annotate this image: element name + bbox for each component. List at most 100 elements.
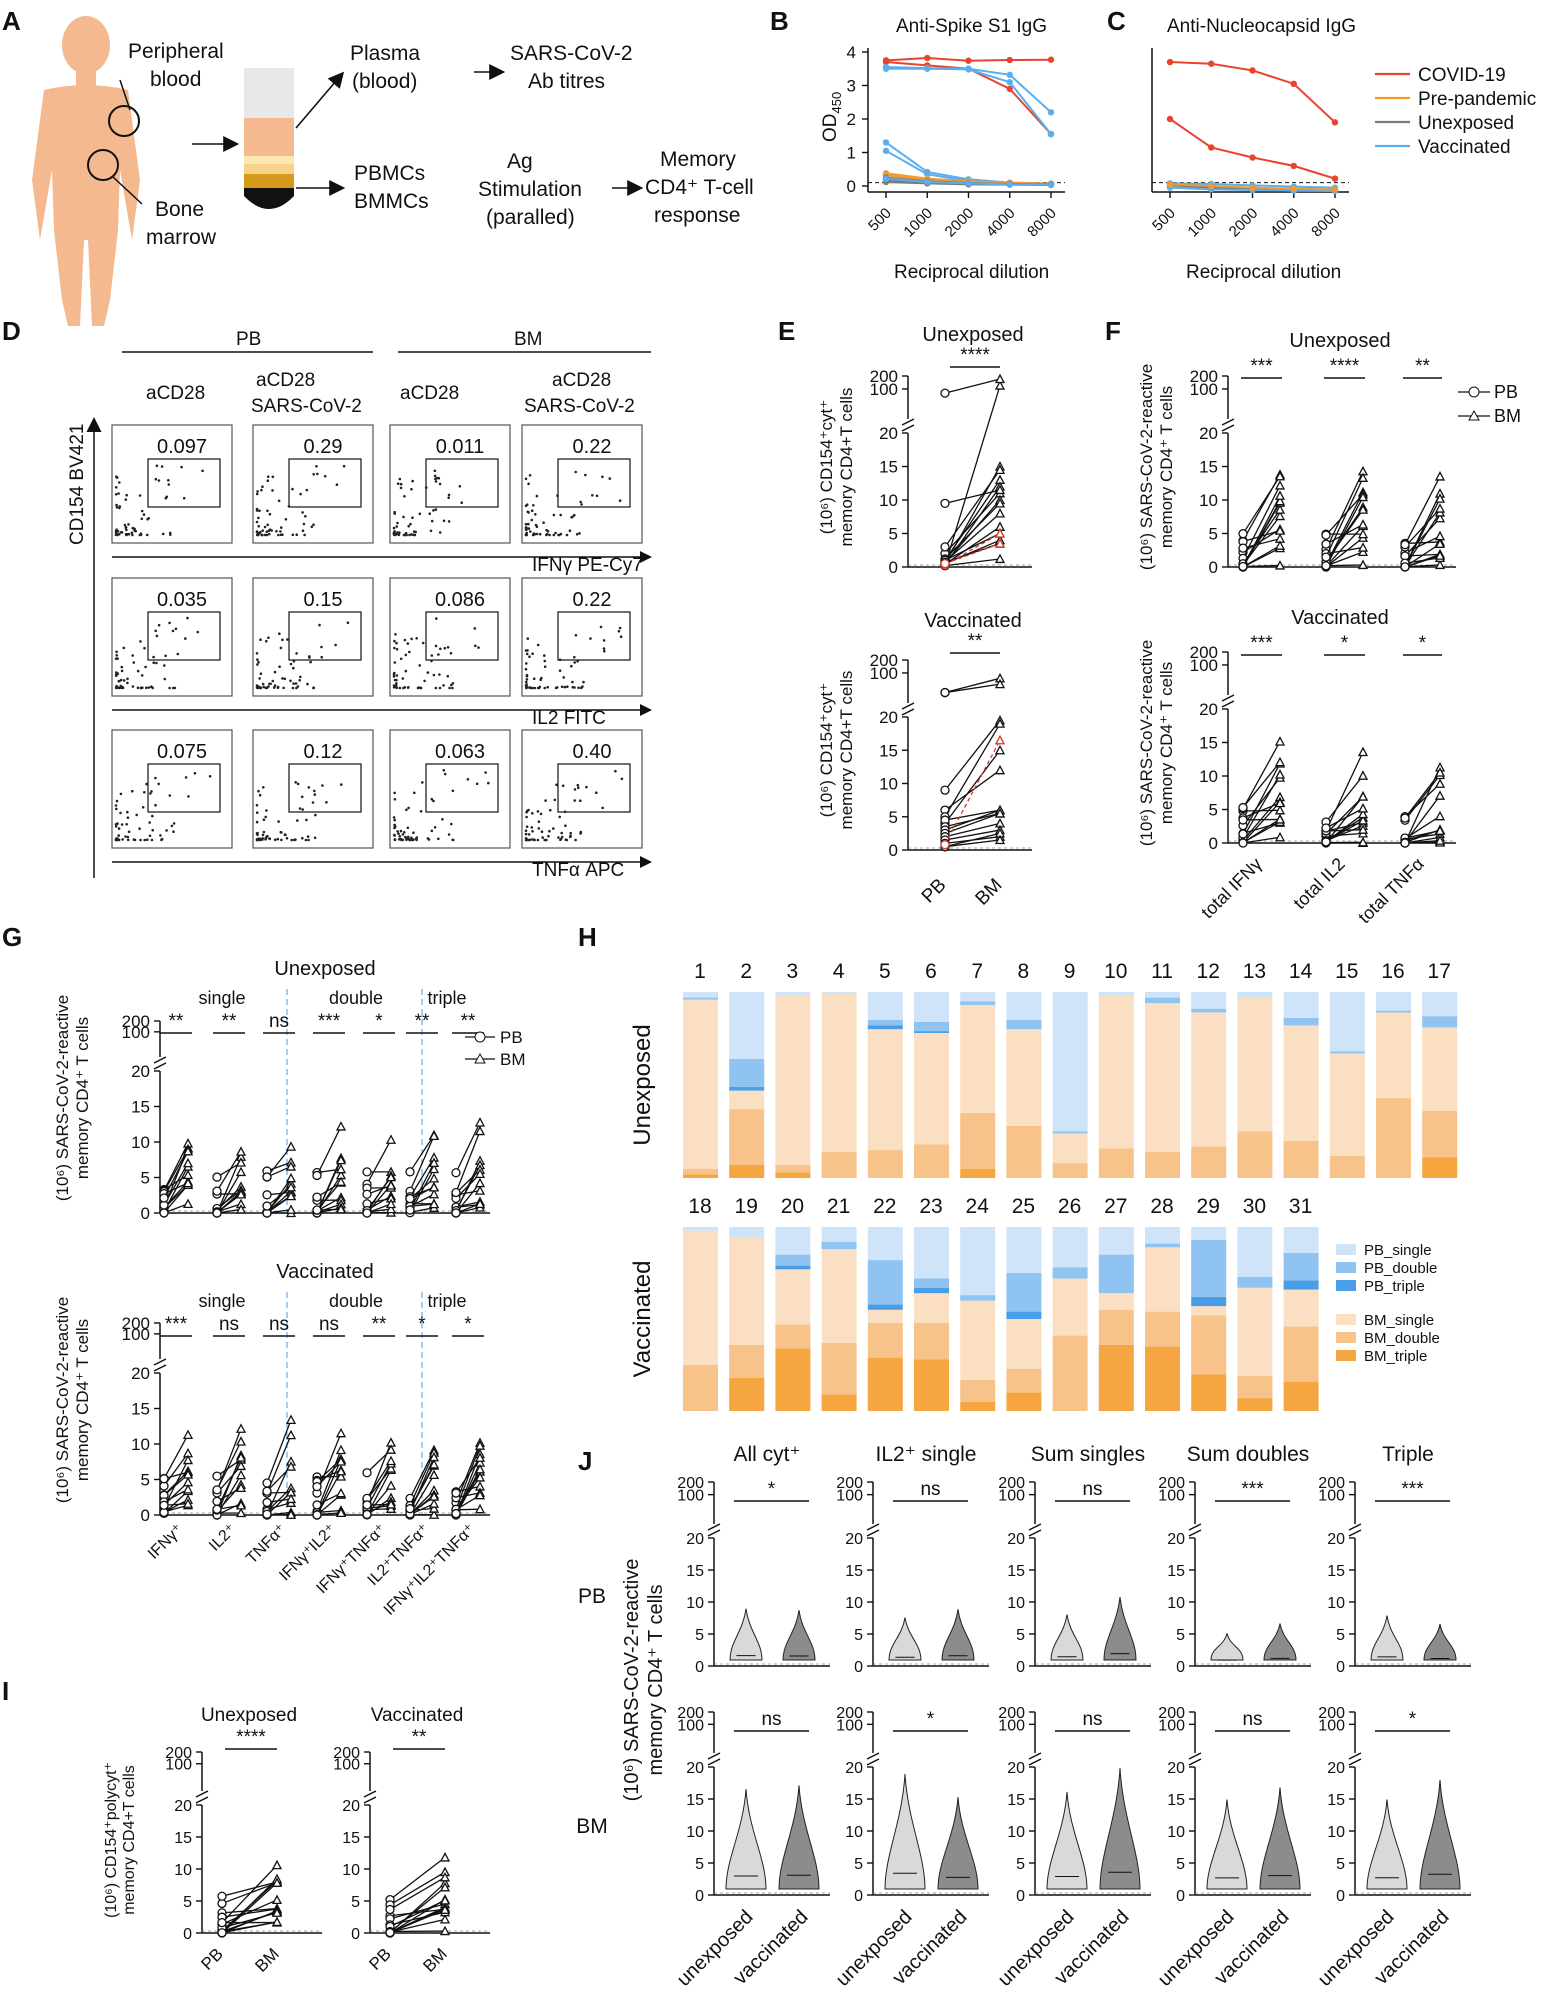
y-tick-label: 0 [854,1888,863,1905]
bm-point [428,1188,440,1199]
y-tick-label: 5 [1336,1627,1345,1644]
bm-point [235,1423,247,1433]
data-point [1166,58,1174,66]
significance-label: *** [1250,356,1273,377]
significance-label: ** [169,1011,184,1032]
bm-point [235,1452,247,1462]
bar-segment [729,1238,765,1345]
event-dot [418,512,422,516]
violin-shape [884,1773,926,1890]
y-axis-label: (10⁶) SARS-CoV-2-reactive [53,1297,72,1503]
event-dot [116,672,120,675]
event-dot [392,675,396,678]
pb-point [1321,561,1331,571]
bm-point [235,1146,247,1156]
pair-line [409,1457,435,1513]
event-dot [261,529,265,532]
panel-c: C Anti-Nucleocapsid IgG 500 1000 2000 4000 8… [1107,6,1536,283]
event-dot [442,769,446,772]
event-dot [393,678,397,682]
group-label: double [329,988,383,1008]
event-dot [561,784,565,788]
chart-j: All cyt⁺ IL2⁺ single Sum singles Sum double… [576,1443,1471,1991]
event-dot [439,647,442,651]
y-tick-label: 15 [686,1563,704,1580]
y-tick-label: 15 [1199,458,1218,477]
bm-point [385,1444,397,1454]
event-dot [399,657,403,661]
event-dot [426,837,430,840]
y-axis-label: (10⁶) SARS-CoV-2-reactive [1137,640,1156,846]
violin-shape [1046,1791,1088,1890]
pair-line [216,1171,242,1214]
event-dot [577,686,580,690]
event-dot [320,645,323,649]
event-dot [404,653,408,657]
y-tick-label: 15 [845,1792,863,1809]
event-dot [302,522,306,526]
pair-line [1242,822,1281,835]
group-label: single [198,1291,245,1311]
bar-segment [914,992,949,1022]
event-dot [125,823,128,826]
event-dot [117,834,120,837]
pair-line [366,1176,392,1212]
event-dot [435,617,438,620]
pair-line [1325,829,1364,832]
bm-point [1357,472,1369,482]
bar-segment [914,1144,949,1178]
event-dot [305,818,308,822]
pair-line [944,809,1001,831]
event-dot [525,662,528,665]
y-tick-label: 200 [870,651,898,670]
y-tick-label: 20 [686,1531,704,1548]
subpanel-title: Unexposed [1289,330,1390,352]
bm-point [1274,504,1286,514]
pb-point [312,1510,322,1520]
event-dot [579,830,583,834]
event-dot [155,661,158,665]
y-tick-label: 20 [879,708,898,727]
pb-point [451,1168,461,1178]
event-dot [139,640,142,643]
bm-point [385,1455,397,1466]
y-axis-label: memory CD4⁺ T cells [73,1319,92,1481]
bm-point [474,1472,486,1482]
x-tick-label: 500 [1149,205,1179,235]
subpanel-title: Vaccinated [371,1705,464,1726]
panel-label-b: B [770,6,789,36]
event-dot [164,496,168,500]
bm-point [1357,808,1369,819]
event-dot [141,806,145,809]
event-dot [535,532,539,536]
legend-swatch [1336,1262,1356,1273]
bar-segment [729,1086,765,1091]
bar-segment [960,1112,996,1169]
bm-point [1357,746,1369,757]
bar-label: 11 [1151,960,1173,983]
event-dot [574,838,577,842]
bm-point [1434,503,1446,513]
event-dot [196,630,200,634]
gate-percentage: 0.22 [573,589,612,611]
pb-point [940,388,950,398]
pair-line [216,1151,242,1192]
pair-line [1404,512,1441,568]
event-dot [261,682,265,686]
y-tick-label: 15 [1167,1563,1185,1580]
violin-shape [1259,1787,1301,1890]
y-tick-label: 0 [695,1888,704,1905]
significance-label: * [1419,633,1427,654]
x-tick-label: total TNFα [1354,854,1428,928]
significance-label: ** [222,1011,237,1032]
pb-point [217,1891,227,1901]
event-dot [281,533,284,536]
bar-segment [867,1322,903,1358]
x-tick-label: 2000 [1226,205,1262,241]
y-tick-label: 100 [1318,1717,1345,1734]
event-dot [277,820,280,823]
event-dot [157,479,161,482]
y-tick-label: 5 [351,1894,360,1911]
event-dot [300,795,304,799]
